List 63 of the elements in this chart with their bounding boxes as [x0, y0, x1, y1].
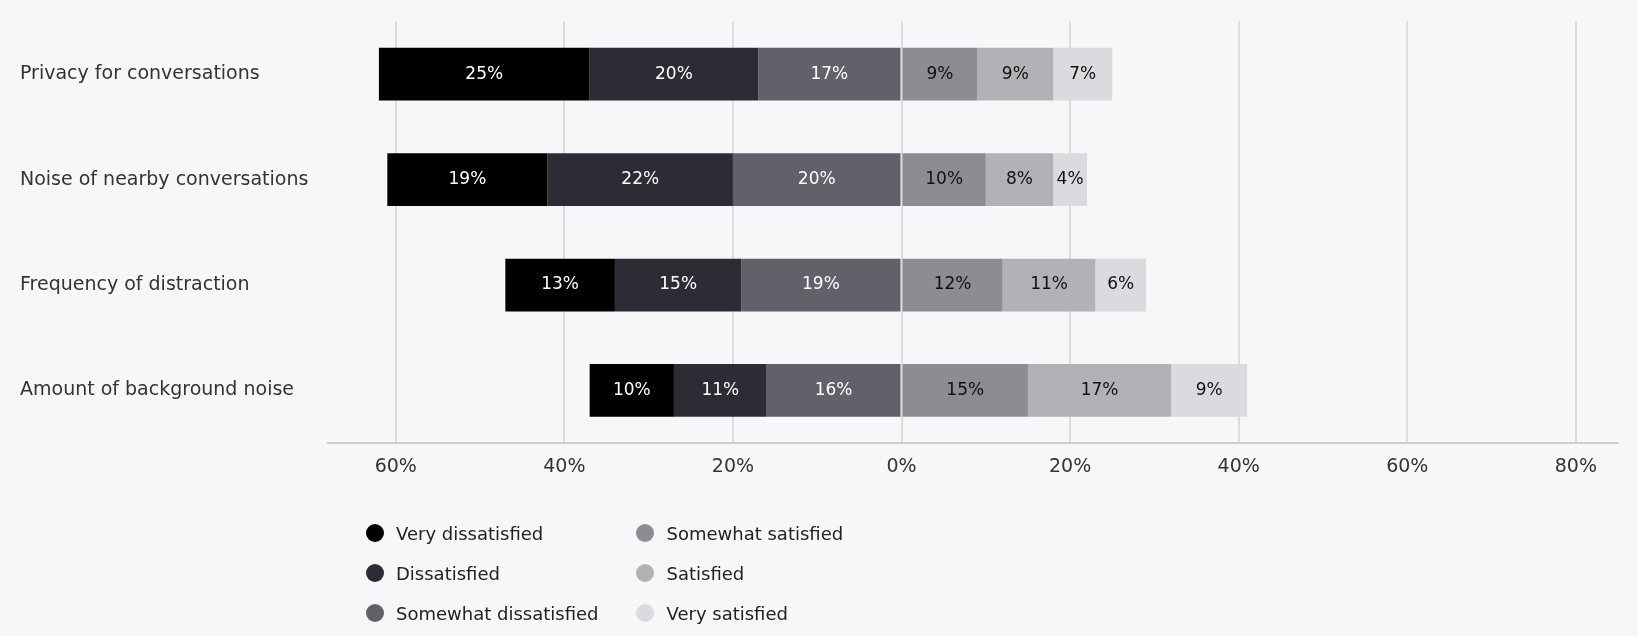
data-label: 13% — [541, 273, 580, 294]
data-label: 10% — [925, 168, 964, 188]
data-label: 9% — [926, 62, 954, 83]
bar — [387, 153, 548, 206]
legend-label: Satisfied — [666, 562, 745, 584]
bar — [902, 47, 978, 101]
bar — [1095, 258, 1146, 312]
data-label: 19% — [448, 168, 487, 188]
data-label: 7% — [1069, 62, 1097, 83]
bar — [766, 364, 901, 417]
bar — [977, 47, 1054, 101]
bar — [741, 258, 901, 312]
bar — [732, 153, 901, 206]
legend-label: Somewhat dissatisfied — [396, 602, 599, 624]
x-tick-label: 40% — [543, 453, 586, 476]
data-label: 8% — [1006, 168, 1034, 188]
data-label: 11% — [701, 378, 740, 399]
data-label: 15% — [659, 273, 698, 294]
bar — [673, 364, 767, 417]
data-label: 22% — [621, 168, 660, 188]
y-tick-label: Privacy for conversations — [20, 61, 260, 84]
x-tick-label: 20% — [1048, 453, 1092, 476]
data-label: 20% — [797, 168, 836, 188]
bar — [902, 364, 1028, 417]
bar — [1027, 364, 1172, 417]
bar — [505, 258, 615, 312]
y-tick-label: Amount of background noise — [20, 377, 295, 400]
data-label: 19% — [802, 273, 840, 294]
data-label: 4% — [1056, 168, 1084, 188]
data-label: 20% — [655, 62, 693, 83]
bar — [1002, 258, 1096, 312]
data-label: 25% — [465, 62, 504, 83]
data-label: 17% — [1080, 378, 1119, 399]
data-label: 17% — [810, 62, 849, 83]
legend-label: Somewhat satisfied — [666, 522, 844, 544]
data-label: 9% — [1001, 62, 1029, 83]
bar — [614, 258, 742, 312]
data-label: 16% — [814, 378, 853, 399]
data-label: 6% — [1107, 273, 1135, 294]
legend-label: Very satisfied — [666, 602, 788, 624]
bar — [985, 153, 1054, 206]
x-tick-label: 60% — [1386, 453, 1429, 476]
bar — [589, 47, 759, 101]
x-tick-label: 80% — [1554, 453, 1597, 476]
x-tick-label: 60% — [374, 453, 417, 476]
y-tick-label: Frequency of distraction — [20, 271, 250, 294]
legend-label: Dissatisfied — [396, 562, 500, 584]
data-label: 12% — [933, 273, 972, 294]
y-tick-label: Noise of nearby conversations — [20, 166, 309, 189]
bar — [589, 364, 674, 417]
data-label: 11% — [1030, 273, 1068, 294]
x-tick-label: 0% — [886, 453, 917, 476]
bar — [902, 258, 1003, 312]
bar — [758, 47, 901, 101]
data-label: 15% — [946, 378, 985, 399]
legend-label: Very dissatisfied — [396, 522, 544, 544]
x-tick-label: 20% — [711, 453, 755, 476]
data-label: 9% — [1195, 378, 1223, 399]
data-label: 10% — [612, 378, 651, 399]
bar — [547, 153, 733, 206]
x-tick-label: 40% — [1217, 453, 1260, 476]
bar — [902, 153, 986, 206]
bar — [378, 47, 590, 101]
